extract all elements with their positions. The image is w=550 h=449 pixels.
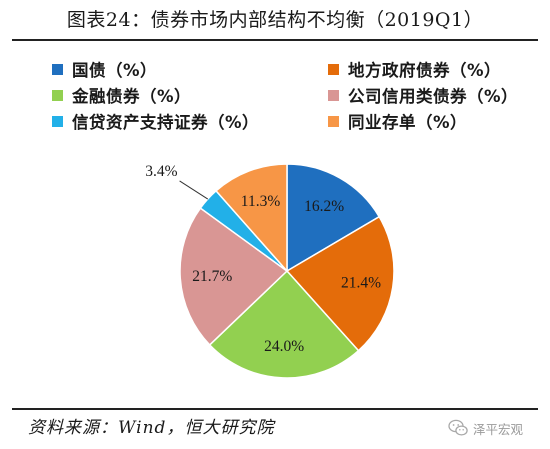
legend-label-0: 国债（%） xyxy=(72,61,158,80)
pie-label-2: 24.0% xyxy=(264,338,304,355)
pie-slices xyxy=(179,163,395,379)
footer-divider xyxy=(12,408,538,410)
legend-swatch-5 xyxy=(328,115,339,127)
title-divider xyxy=(12,39,538,41)
chart-title: 图表24：债券市场内部结构不均衡（2019Q1） xyxy=(66,9,484,31)
pie-labels: 16.2% 21.4% 24.0% 21.7% 3.4% 11.3% xyxy=(145,163,381,355)
pie-slice-2 xyxy=(208,269,360,379)
watermark: 泽平宏观 xyxy=(448,416,523,440)
source-note: 资料来源：Wind，恒大研究院 xyxy=(28,418,275,438)
legend: 国债（%） 地方政府债券（%） 金融债券（%） 公司信用类债券（%） 信贷资产支… xyxy=(0,56,550,136)
pie-label-0: 16.2% xyxy=(304,198,344,215)
leader-line-4 xyxy=(179,180,209,200)
watermark-text: 泽平宏观 xyxy=(473,421,524,437)
pie-chart: 16.2% 21.4% 24.0% 21.7% 3.4% 11.3% xyxy=(145,163,395,379)
legend-item-1: 地方政府债券（%） xyxy=(328,58,501,80)
pie-slice-1 xyxy=(285,215,395,352)
legend-label-3: 公司信用类债券（%） xyxy=(348,87,519,106)
legend-swatch-0 xyxy=(52,63,63,75)
legend-swatch-1 xyxy=(328,63,339,75)
pie-label-5: 11.3% xyxy=(241,193,281,210)
pie-slice-0 xyxy=(286,163,381,273)
pie-label-4: 3.4% xyxy=(145,163,177,180)
legend-swatch-2 xyxy=(52,89,63,101)
legend-item-2: 金融债券（%） xyxy=(52,84,191,106)
legend-label-5: 同业存单（%） xyxy=(348,113,468,132)
wechat-icon xyxy=(448,419,468,436)
pie-slice-3 xyxy=(179,207,289,347)
pie-label-3: 21.7% xyxy=(192,268,232,285)
legend-item-4: 信贷资产支持证券（%） xyxy=(52,110,259,132)
pie-label-1: 21.4% xyxy=(341,275,381,292)
legend-label-4: 信贷资产支持证券（%） xyxy=(72,113,260,132)
legend-item-5: 同业存单（%） xyxy=(328,110,467,132)
pie-slice-5 xyxy=(215,163,288,273)
legend-swatch-3 xyxy=(328,89,339,101)
legend-swatch-4 xyxy=(52,115,63,127)
legend-item-0: 国债（%） xyxy=(52,58,157,80)
legend-label-1: 地方政府债券（%） xyxy=(348,61,502,80)
legend-label-2: 金融债券（%） xyxy=(72,87,192,106)
legend-item-3: 公司信用类债券（%） xyxy=(328,84,518,106)
